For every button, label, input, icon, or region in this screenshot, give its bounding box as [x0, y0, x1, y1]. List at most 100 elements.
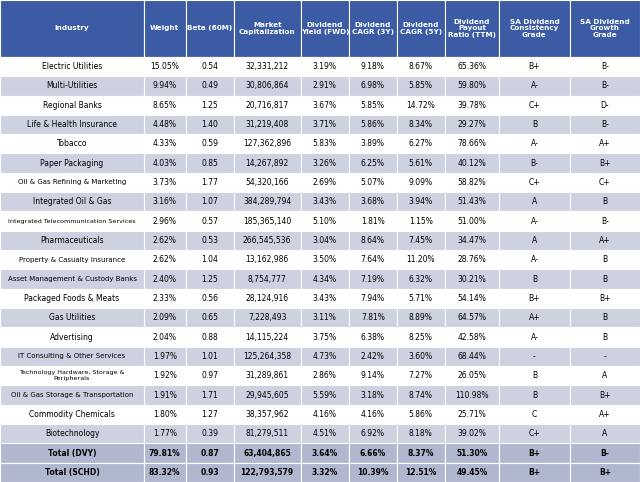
Text: Regional Banks: Regional Banks	[43, 101, 101, 110]
Bar	[445, 250, 499, 269]
Text: 1.71: 1.71	[201, 390, 218, 400]
Bar	[570, 386, 640, 405]
Text: 1.01: 1.01	[201, 352, 218, 361]
Bar	[234, 424, 301, 443]
Bar	[301, 386, 349, 405]
Bar	[301, 231, 349, 250]
Text: 31,289,861: 31,289,861	[246, 371, 289, 380]
Bar	[186, 405, 234, 424]
Bar	[397, 366, 445, 386]
Text: B+: B+	[529, 294, 540, 303]
Bar	[301, 212, 349, 231]
Bar	[144, 366, 186, 386]
Bar	[301, 192, 349, 212]
Bar	[445, 386, 499, 405]
Text: SA Dividend
Consistency
Grade: SA Dividend Consistency Grade	[509, 19, 559, 38]
Text: 9.14%: 9.14%	[361, 371, 385, 380]
Bar	[445, 366, 499, 386]
Bar	[0, 405, 144, 424]
Bar	[234, 443, 301, 463]
Bar	[186, 443, 234, 463]
Bar	[301, 327, 349, 347]
Text: 31,219,408: 31,219,408	[246, 120, 289, 129]
Text: 25.71%: 25.71%	[458, 410, 486, 419]
Bar	[499, 0, 570, 57]
Text: 64.57%: 64.57%	[458, 313, 486, 322]
Bar	[234, 327, 301, 347]
Bar	[349, 0, 397, 57]
Bar	[301, 269, 349, 289]
Text: C: C	[532, 410, 537, 419]
Text: 2.40%: 2.40%	[153, 275, 177, 283]
Text: B-: B-	[601, 216, 609, 226]
Bar	[397, 231, 445, 250]
Bar	[570, 212, 640, 231]
Text: 7.81%: 7.81%	[361, 313, 385, 322]
Text: 0.49: 0.49	[201, 81, 218, 90]
Bar	[301, 0, 349, 57]
Text: B+: B+	[599, 159, 611, 168]
Text: 4.73%: 4.73%	[313, 352, 337, 361]
Bar	[144, 76, 186, 95]
Text: 0.54: 0.54	[201, 62, 218, 71]
Text: 28.76%: 28.76%	[458, 255, 486, 264]
Text: 12.51%: 12.51%	[405, 468, 436, 477]
Bar	[445, 347, 499, 366]
Bar	[186, 250, 234, 269]
Bar	[186, 463, 234, 482]
Text: A-: A-	[531, 255, 538, 264]
Bar	[349, 463, 397, 482]
Bar	[0, 134, 144, 153]
Text: 1.77: 1.77	[201, 178, 218, 187]
Bar	[499, 76, 570, 95]
Bar	[570, 153, 640, 173]
Text: 1.80%: 1.80%	[153, 410, 177, 419]
Text: 4.51%: 4.51%	[313, 429, 337, 438]
Text: Integrated Oil & Gas: Integrated Oil & Gas	[33, 197, 111, 206]
Bar	[349, 386, 397, 405]
Bar	[144, 0, 186, 57]
Bar	[397, 115, 445, 134]
Text: 3.94%: 3.94%	[409, 197, 433, 206]
Bar	[0, 153, 144, 173]
Text: 3.67%: 3.67%	[313, 101, 337, 110]
Text: 5.10%: 5.10%	[313, 216, 337, 226]
Bar	[570, 347, 640, 366]
Bar	[186, 366, 234, 386]
Bar	[570, 0, 640, 57]
Bar	[570, 57, 640, 76]
Bar	[445, 76, 499, 95]
Bar	[445, 0, 499, 57]
Bar	[445, 463, 499, 482]
Bar	[144, 250, 186, 269]
Bar	[499, 424, 570, 443]
Bar	[445, 192, 499, 212]
Text: 38,357,962: 38,357,962	[246, 410, 289, 419]
Text: 8.65%: 8.65%	[153, 101, 177, 110]
Bar	[397, 173, 445, 192]
Bar	[349, 366, 397, 386]
Text: B: B	[602, 333, 607, 342]
Bar	[397, 95, 445, 115]
Text: 39.02%: 39.02%	[458, 429, 486, 438]
Bar	[499, 212, 570, 231]
Bar	[144, 231, 186, 250]
Text: 34.47%: 34.47%	[458, 236, 486, 245]
Text: 3.75%: 3.75%	[313, 333, 337, 342]
Text: Dividend
Yield (FWD): Dividend Yield (FWD)	[301, 22, 349, 35]
Bar	[349, 192, 397, 212]
Text: Oil & Gas Refining & Marketing: Oil & Gas Refining & Marketing	[18, 179, 126, 186]
Bar	[186, 57, 234, 76]
Bar	[397, 0, 445, 57]
Bar	[186, 76, 234, 95]
Text: B-: B-	[601, 120, 609, 129]
Bar	[397, 57, 445, 76]
Bar	[397, 424, 445, 443]
Text: 14,115,224: 14,115,224	[246, 333, 289, 342]
Bar	[349, 327, 397, 347]
Text: 7.45%: 7.45%	[409, 236, 433, 245]
Bar	[499, 95, 570, 115]
Text: 1.91%: 1.91%	[153, 390, 177, 400]
Text: 29.27%: 29.27%	[458, 120, 486, 129]
Text: B: B	[532, 390, 537, 400]
